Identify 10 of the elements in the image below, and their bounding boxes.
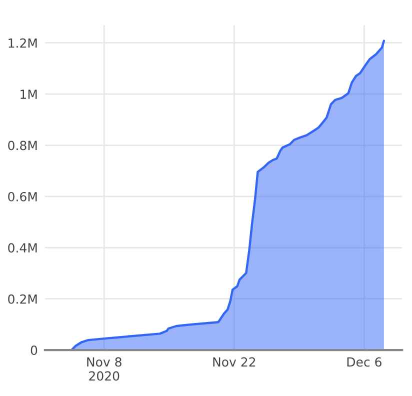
y-tick-label: 1M xyxy=(20,90,37,99)
y-tick-label: 0 xyxy=(30,346,38,355)
x-tick-label: Nov 22 xyxy=(213,357,256,367)
y-tick-label: 0.8M xyxy=(8,140,37,150)
x-tick-label: Dec 6 xyxy=(347,357,382,367)
y-tick-label: 0.4M xyxy=(8,243,37,253)
y-tick-label: 1.2M xyxy=(8,38,37,48)
x-tick-label: Nov 8 2020 xyxy=(87,357,122,381)
y-tick-label: 0.2M xyxy=(8,294,37,304)
y-tick-label: 0.6M xyxy=(8,192,37,202)
